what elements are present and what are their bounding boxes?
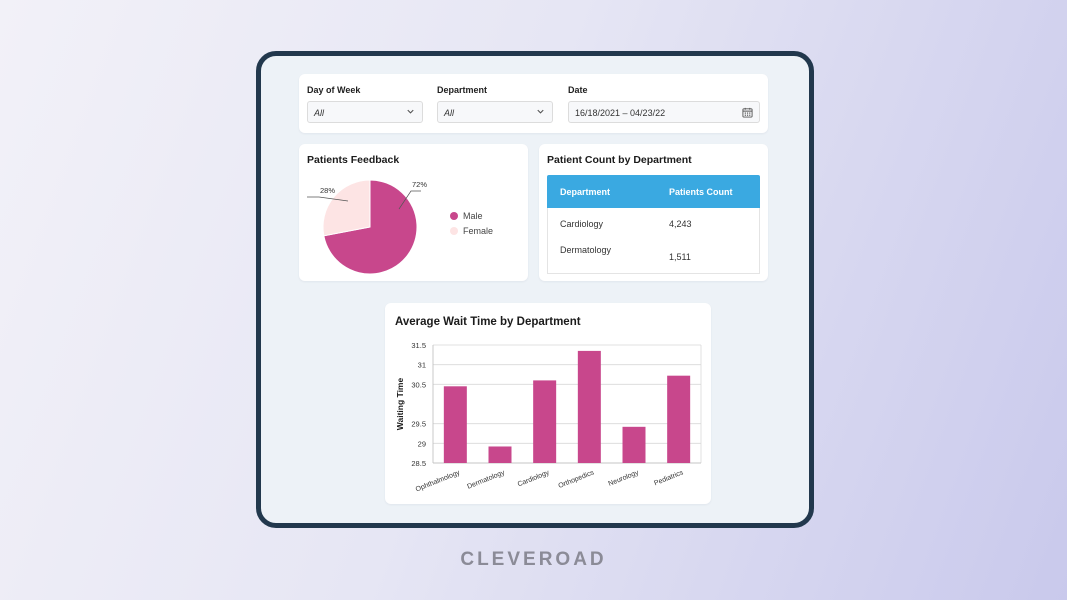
date-range-value: 16/18/2021 – 04/23/22 xyxy=(575,108,666,118)
wait-time-title: Average Wait Time by Department xyxy=(395,316,581,328)
table-cell-count: 4,243 xyxy=(669,219,692,229)
date-range-input[interactable]: 16/18/2021 – 04/23/22 xyxy=(568,101,760,123)
wait-time-card: Average Wait Time by Department 28.5 29 29… xyxy=(385,303,711,504)
bar-ophthalmology xyxy=(443,386,467,463)
day-of-week-value: All xyxy=(314,108,325,118)
legend-label-male: Male xyxy=(463,211,483,221)
y-tick-label: 31 xyxy=(418,361,426,370)
department-label: Department xyxy=(437,85,488,95)
bar-dermatology xyxy=(488,446,512,463)
x-tick-label: Cardiology xyxy=(517,469,551,488)
x-tick-label: Orthopedics xyxy=(557,469,595,490)
column-header-department: Department xyxy=(560,187,611,197)
bar-orthopedics xyxy=(577,350,601,463)
table-header: Department Patients Count xyxy=(547,175,760,208)
feedback-pie-chart: 28% 72% xyxy=(307,179,427,275)
table-cell-department: Cardiology xyxy=(560,219,604,229)
bar-neurology xyxy=(622,426,646,463)
table-cell-count: 1,511 xyxy=(669,252,691,262)
x-tick-label: Pediatrics xyxy=(653,469,685,487)
pie-leader-line-male xyxy=(398,190,421,210)
pie-label-female: 28% xyxy=(320,186,335,195)
filters-panel: Day of Week All Department All Date 16/1… xyxy=(299,74,768,133)
y-tick-label: 29 xyxy=(418,439,426,448)
day-of-week-select[interactable]: All xyxy=(307,101,423,123)
patients-feedback-title: Patients Feedback xyxy=(307,154,400,166)
pie-slice-female xyxy=(322,179,371,237)
patients-feedback-card: Patients Feedback 28% 72% Male Female xyxy=(299,144,528,281)
legend-dot-female xyxy=(450,227,458,235)
x-tick-label: Neurology xyxy=(608,469,641,488)
pie-label-male: 72% xyxy=(412,180,427,189)
table-cell-department: Dermatology xyxy=(560,245,612,255)
patient-count-title: Patient Count by Department xyxy=(547,154,692,166)
y-tick-label: 31.5 xyxy=(411,341,426,350)
table-body: Cardiology 4,243 Dermatology 1,511 xyxy=(547,208,760,274)
dashboard-frame: Day of Week All Department All Date 16/1… xyxy=(256,51,814,528)
bar-cardiology xyxy=(533,380,557,463)
legend-label-female: Female xyxy=(463,226,494,236)
wait-time-bar-chart: 28.5 29 29.5 30.5 31 31.5 Ophthalmology Dermato… xyxy=(395,341,702,493)
pie-leader-line-female xyxy=(307,196,349,202)
day-of-week-label: Day of Week xyxy=(307,85,361,95)
y-axis-label: Waiting Time xyxy=(395,378,405,431)
x-tick-label: Ophthalmology xyxy=(415,469,462,493)
department-value: All xyxy=(444,108,455,118)
date-label: Date xyxy=(568,85,588,95)
brand-logo: CLEVEROAD xyxy=(460,549,607,570)
department-select[interactable]: All xyxy=(437,101,553,123)
legend-dot-male xyxy=(450,212,458,220)
bar-pediatrics xyxy=(667,375,691,463)
y-tick-label: 29.5 xyxy=(411,420,426,429)
chevron-down-icon xyxy=(537,109,544,114)
y-tick-label: 30.5 xyxy=(411,380,426,389)
x-tick-label: Dermatology xyxy=(466,469,506,491)
chevron-down-icon xyxy=(407,109,414,114)
column-header-patients-count: Patients Count xyxy=(669,187,733,197)
y-tick-label: 28.5 xyxy=(411,459,426,468)
patient-count-card: Patient Count by Department Department P… xyxy=(539,144,768,281)
calendar-icon[interactable] xyxy=(742,107,753,118)
